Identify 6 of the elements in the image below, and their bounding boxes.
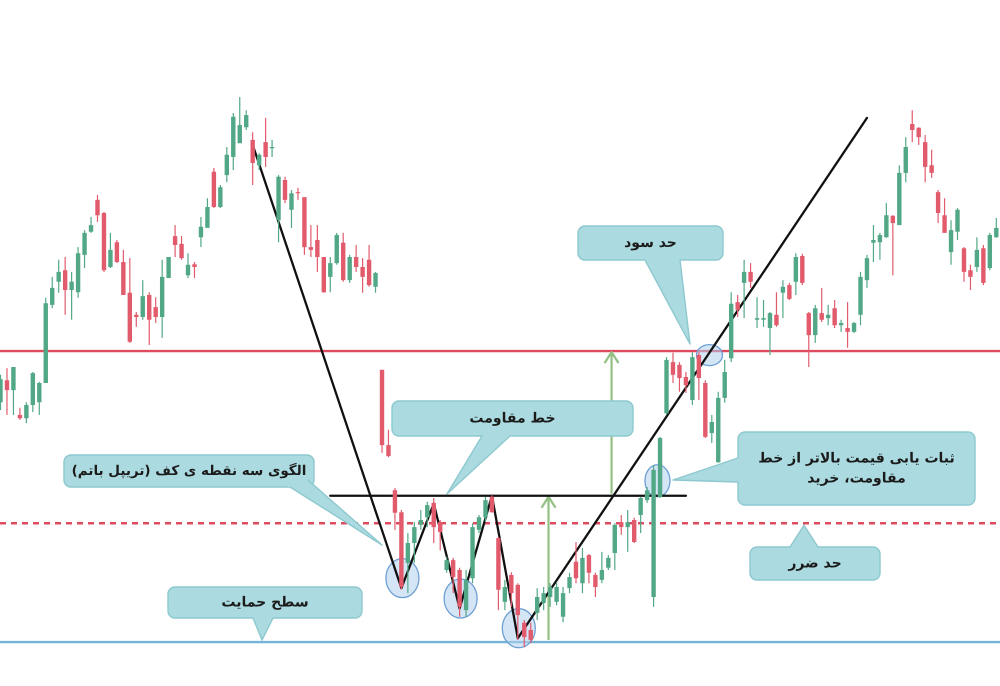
annotation: الگوی سه نقطه ی کف (تریپل باتم) — [72, 463, 306, 479]
annotation: ثبات یابی قیمت بالاتر از خط مقاومت، خرید — [758, 450, 955, 487]
annotation: خط مقاومت — [469, 410, 556, 426]
ref-line-label: حد سود — [624, 235, 677, 251]
ref-line-label: حد ضرر — [788, 556, 842, 572]
ref-line-label: سطح حمایت — [221, 594, 309, 610]
